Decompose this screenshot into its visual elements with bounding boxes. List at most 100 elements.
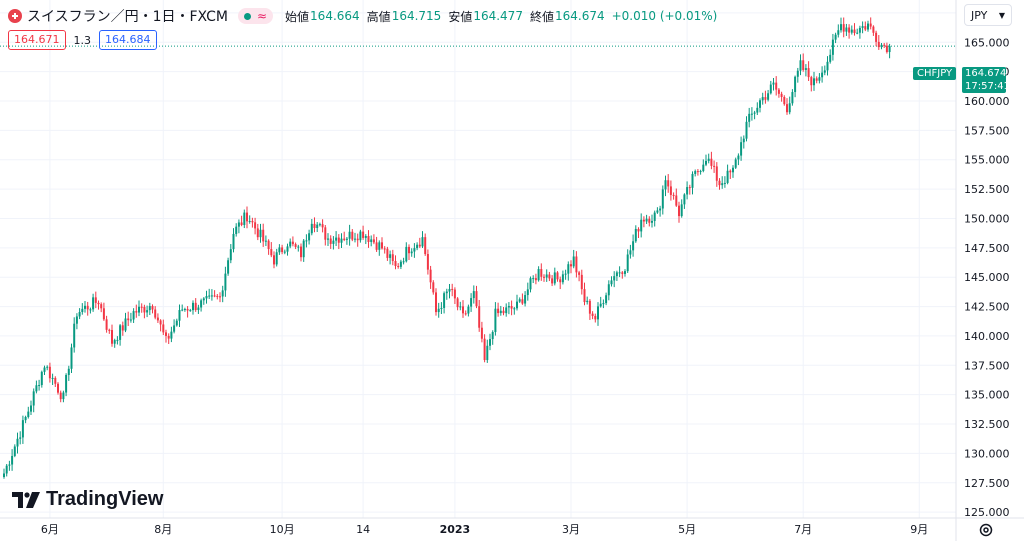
candle-body: [861, 26, 864, 28]
ohlc-low-label: 安値: [448, 9, 473, 24]
candle-body: [742, 138, 745, 143]
buy-price-button[interactable]: 164.684: [99, 30, 157, 50]
candle-body: [267, 240, 270, 250]
candle-body: [243, 212, 246, 226]
candle-body: [818, 77, 821, 81]
candle-body: [559, 279, 562, 283]
candle-body: [737, 155, 740, 160]
candle-body: [853, 29, 856, 34]
candle-body: [507, 306, 510, 308]
candle-body: [526, 289, 529, 296]
candle-body: [653, 212, 656, 221]
candle-body: [777, 89, 780, 94]
candle-body: [418, 244, 421, 247]
last-price-label: 164.674 17:57:41: [962, 67, 1010, 93]
candle-body: [599, 303, 602, 307]
candle-body: [594, 315, 597, 320]
candle-body: [880, 44, 883, 48]
candle-body: [181, 309, 184, 311]
candle-body: [321, 224, 324, 228]
y-tick-label: 155.000: [964, 154, 1010, 167]
candle-body: [146, 310, 149, 313]
candle-body: [140, 306, 143, 308]
candle-body: [81, 308, 84, 313]
candle-body: [867, 23, 869, 30]
candle-body: [124, 318, 127, 331]
candle-body: [202, 298, 205, 301]
candle-body: [254, 222, 257, 229]
candle-body: [837, 30, 840, 35]
candle-body: [591, 313, 594, 316]
candle-body: [726, 170, 729, 183]
candle-body: [686, 187, 689, 195]
candle-body: [491, 332, 494, 340]
candle-body: [435, 292, 437, 313]
candle-body: [443, 293, 446, 308]
candle-body: [602, 303, 605, 305]
candle-body: [165, 332, 167, 336]
candle-body: [705, 160, 707, 165]
candle-body: [57, 383, 59, 393]
x-tick-label: 8月: [154, 523, 172, 536]
candle-body: [167, 335, 170, 339]
candle-body: [278, 247, 281, 253]
candle-body: [148, 306, 151, 311]
x-tick-label: 3月: [562, 523, 580, 536]
candle-body: [723, 182, 726, 184]
candle-body: [113, 340, 116, 344]
candle-body: [794, 76, 797, 93]
y-tick-label: 150.000: [964, 212, 1010, 225]
candle-body: [556, 272, 559, 280]
candle-body: [348, 231, 351, 239]
candle-body: [475, 291, 478, 307]
candle-body: [197, 307, 200, 311]
candle-body: [494, 308, 497, 333]
candle-body: [810, 77, 813, 86]
candle-body: [807, 68, 810, 78]
candle-body: [289, 241, 292, 247]
candle-body: [381, 242, 383, 249]
candle-body: [8, 464, 11, 466]
candle-body: [583, 289, 586, 303]
y-tick-label: 152.500: [964, 183, 1010, 196]
candle-body: [51, 377, 54, 379]
candle-body: [783, 97, 786, 105]
settings-gear-icon[interactable]: [978, 522, 994, 538]
symbol-price-tag: CHFJPY: [913, 67, 957, 80]
candle-body: [48, 366, 51, 379]
candle-body: [753, 112, 756, 114]
candle-body: [661, 189, 664, 209]
ohlc-change-value: +0.010 (+0.01%): [611, 9, 718, 23]
candle-body: [127, 318, 130, 321]
candle-body: [462, 306, 464, 314]
candle-body: [734, 159, 737, 168]
sell-price-button[interactable]: 164.671: [8, 30, 66, 50]
market-status-badge[interactable]: ≈: [237, 8, 274, 24]
candle-body: [869, 23, 872, 27]
candle-body: [767, 93, 770, 100]
symbol-title[interactable]: スイスフラン／円・1日・FXCM: [27, 9, 228, 25]
candle-body: [343, 238, 346, 240]
candle-body: [73, 323, 76, 348]
candle-body: [672, 194, 675, 196]
candle-body: [429, 269, 432, 283]
tradingview-logo[interactable]: TradingView: [12, 488, 163, 511]
candle-body: [648, 218, 651, 223]
y-tick-label: 157.500: [964, 124, 1010, 137]
candle-body: [345, 238, 348, 240]
candle-body: [102, 308, 105, 320]
currency-select[interactable]: JPY ▼: [964, 4, 1012, 26]
candle-body: [359, 231, 362, 241]
bar-countdown: 17:57:41: [965, 81, 1010, 92]
candle-body: [248, 220, 251, 222]
candle-body: [11, 455, 14, 465]
candle-body: [5, 465, 8, 474]
y-tick-label: 165.000: [964, 36, 1010, 49]
candle-body: [24, 417, 27, 421]
y-tick-label: 142.500: [964, 301, 1010, 314]
candle-body: [291, 241, 294, 245]
x-tick-label: 10月: [270, 523, 295, 536]
candle-body: [70, 347, 73, 369]
delay-icon: ≈: [256, 9, 268, 23]
